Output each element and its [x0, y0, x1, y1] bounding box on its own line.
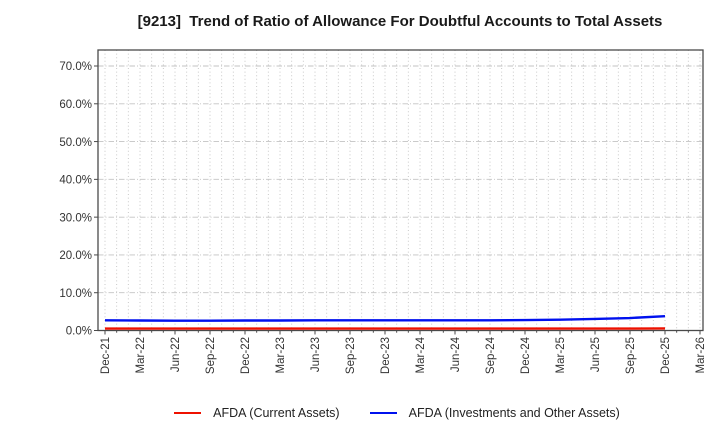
legend-line-blue-icon — [369, 412, 397, 414]
x-tick-label: Mar-25 — [555, 337, 567, 373]
legend-label-afda-current: AFDA (Current Assets) — [213, 406, 340, 420]
legend-line-red-icon — [174, 412, 202, 414]
series-line-afda-investments — [104, 314, 666, 322]
y-tick-label: 30.0% — [59, 212, 92, 224]
chart-legend: AFDA (Current Assets) AFDA (Investments … — [37, 406, 720, 420]
x-tick-label: Dec-21 — [100, 337, 112, 374]
x-tick-label: Jun-24 — [450, 336, 462, 372]
x-tick-label: Dec-25 — [660, 337, 672, 374]
y-tick-label: 0.0% — [66, 326, 92, 338]
plot-frame — [97, 49, 704, 332]
y-tick-label: 40.0% — [59, 175, 92, 187]
legend-item-afda-current: AFDA (Current Assets) — [174, 406, 340, 420]
y-tick-label: 20.0% — [59, 250, 92, 262]
x-tick-label: Jun-22 — [170, 337, 182, 372]
x-tick-label: Mar-24 — [415, 336, 427, 373]
x-tick-label: Sep-25 — [625, 337, 637, 374]
y-tick-label: 10.0% — [59, 288, 92, 300]
x-tick-label: Mar-22 — [135, 337, 147, 373]
legend-label-afda-investments: AFDA (Investments and Other Assets) — [408, 406, 620, 420]
x-tick-label: Dec-22 — [240, 337, 252, 374]
x-tick-label: Jun-23 — [310, 337, 322, 372]
chart-title: [9213] Trend of Ratio of Allowance For D… — [137, 13, 663, 30]
x-tick-label: Dec-23 — [380, 337, 392, 374]
y-tick-label: 50.0% — [59, 137, 92, 149]
x-tick-label: Dec-24 — [520, 336, 532, 374]
x-tick-label: Sep-23 — [345, 337, 357, 374]
y-tick-label: 70.0% — [59, 61, 92, 73]
y-tick-label: 60.0% — [59, 99, 92, 111]
x-tick-label: Mar-26 — [695, 337, 707, 373]
x-tick-label: Sep-24 — [485, 336, 497, 374]
x-tick-label: Sep-22 — [205, 337, 217, 374]
chart-plot-area: 0.0% 10.0% 20.0% 30.0% 40.0% 50.0% 60.0% 70.0% D… — [59, 49, 707, 374]
legend-item-afda-investments: AFDA (Investments and Other Assets) — [369, 406, 620, 420]
x-tick-label: Mar-23 — [275, 337, 287, 373]
x-tick-label: Jun-25 — [590, 337, 602, 372]
